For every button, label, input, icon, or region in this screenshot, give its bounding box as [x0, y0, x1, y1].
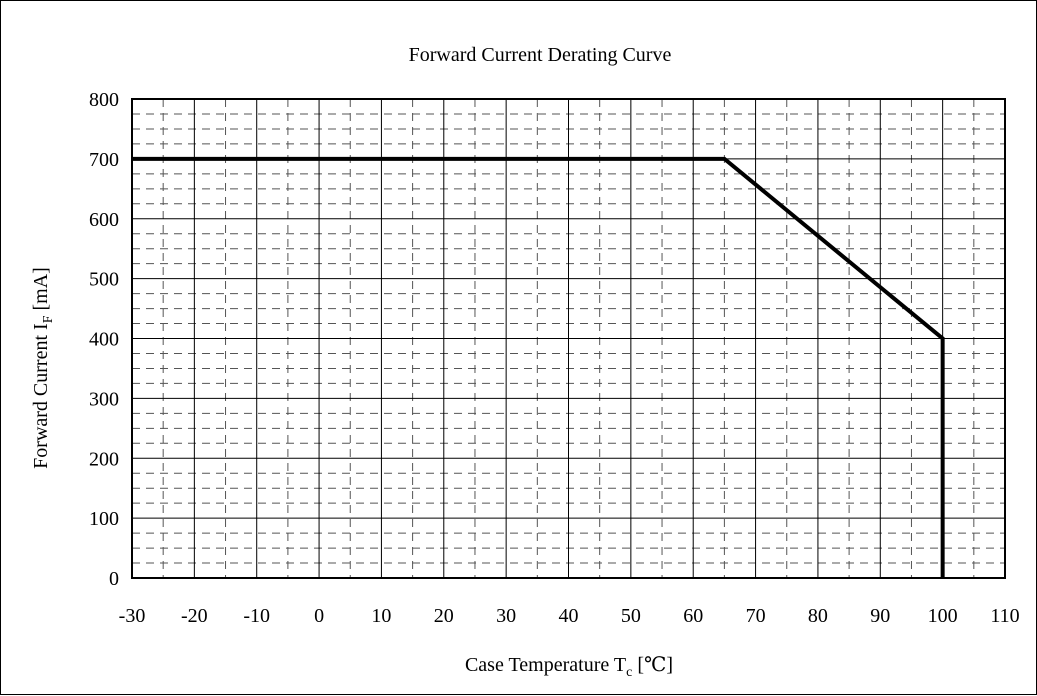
plot-area-border	[131, 98, 1006, 579]
y-axis-label: Forward Current IF [mA]	[30, 267, 56, 469]
x-axis-label-sub: c	[626, 665, 632, 680]
y-axis-label-sub: F	[41, 315, 56, 323]
y-tick-label: 200	[89, 448, 119, 470]
x-tick-label: 80	[808, 605, 828, 627]
x-tick-label: 20	[434, 605, 454, 627]
y-tick-label: 100	[89, 508, 119, 530]
x-tick-label: -10	[243, 605, 270, 627]
y-tick-label: 0	[109, 568, 119, 590]
y-tick-label: 400	[89, 329, 119, 351]
derating-curve-line	[132, 156, 945, 578]
x-tick-label: 100	[928, 605, 958, 627]
x-tick-label: 10	[371, 605, 391, 627]
series-layer	[132, 156, 945, 578]
x-tick-label: 40	[559, 605, 579, 627]
major-grid	[131, 98, 1006, 579]
y-axis-label-main: Forward Current I	[30, 323, 52, 469]
y-tick-label: 300	[89, 388, 119, 410]
y-tick-labels: 0 100 200 300 400 500 600 700 800	[89, 89, 119, 590]
y-tick-label: 700	[89, 149, 119, 171]
y-tick-label: 600	[89, 209, 119, 231]
x-tick-label: 60	[683, 605, 703, 627]
y-tick-label: 800	[89, 89, 119, 111]
x-tick-label: 90	[870, 605, 890, 627]
x-tick-label: -30	[119, 605, 146, 627]
x-axis-label-unit: [℃]	[632, 654, 673, 676]
x-tick-label: 110	[990, 605, 1019, 627]
x-axis-label: Case Temperature Tc [℃]	[465, 654, 673, 680]
x-tick-label: 30	[496, 605, 516, 627]
x-axis-label-main: Case Temperature T	[465, 654, 626, 676]
y-axis-label-unit: [mA]	[30, 267, 52, 315]
x-tick-label: 70	[746, 605, 766, 627]
x-tick-label: 0	[314, 605, 324, 627]
x-tick-label: -20	[181, 605, 208, 627]
x-tick-label: 50	[621, 605, 641, 627]
y-tick-label: 500	[89, 269, 119, 291]
x-tick-labels: -30 -20 -10 0 10 20 30 40 50 60 70 80 90 100 110	[119, 605, 1020, 627]
chart-title: Forward Current Derating Curve	[409, 44, 672, 66]
